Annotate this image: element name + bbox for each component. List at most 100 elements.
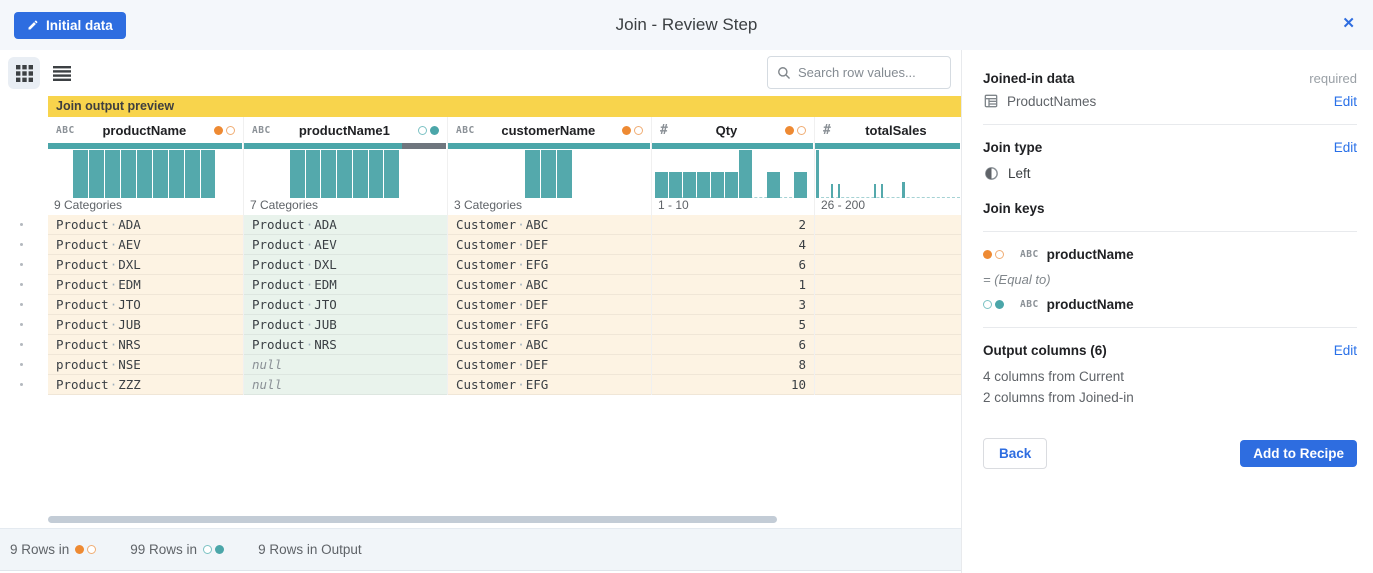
initial-data-button[interactable]: Initial data: [14, 11, 126, 39]
table-cell[interactable]: Customer·DEF: [448, 235, 651, 255]
table-cell[interactable]: Product·DXL: [244, 255, 447, 275]
table-cell[interactable]: Customer·ABC: [448, 215, 651, 235]
joined-dataset-dots-icon: [418, 125, 439, 135]
table-cell[interactable]: Customer·DEF: [448, 295, 651, 315]
column-histogram[interactable]: [48, 149, 243, 198]
table-cell[interactable]: Product·EDM: [48, 275, 243, 295]
data-quality-bar[interactable]: [448, 143, 650, 149]
table-cell[interactable]: Product·ZZZ: [48, 375, 243, 395]
table-cell[interactable]: [815, 295, 961, 315]
column-histogram[interactable]: [448, 149, 651, 198]
table-cell[interactable]: Customer·DEF: [448, 355, 651, 375]
join-type-value: Left: [1008, 166, 1031, 181]
table-cell[interactable]: Product·ADA: [48, 215, 243, 235]
data-quality-bar[interactable]: [815, 143, 960, 149]
abc-type-icon: ABC: [1020, 299, 1039, 310]
table-cell[interactable]: Product·JUB: [244, 315, 447, 335]
data-quality-bar[interactable]: [244, 143, 446, 149]
row-handle[interactable]: [0, 294, 48, 314]
row-handle[interactable]: [0, 234, 48, 254]
horizontal-scrollbar[interactable]: [48, 516, 777, 523]
column-header-productName[interactable]: ABC productName: [48, 117, 243, 143]
search-box[interactable]: [767, 56, 951, 89]
add-to-recipe-button[interactable]: Add to Recipe: [1240, 440, 1357, 467]
divider: [983, 231, 1357, 232]
column-header-Qty[interactable]: # Qty: [652, 117, 814, 143]
table-cell[interactable]: Product·DXL: [48, 255, 243, 275]
preview-toolbar: [0, 50, 961, 96]
column-header-productName1[interactable]: ABC productName1: [244, 117, 447, 143]
table-cell[interactable]: [815, 335, 961, 355]
table-cell[interactable]: 1: [652, 275, 814, 295]
table-cell[interactable]: product·NSE: [48, 355, 243, 375]
table-cell[interactable]: [815, 275, 961, 295]
table-cell[interactable]: Customer·EFG: [448, 315, 651, 335]
row-handle[interactable]: [0, 254, 48, 274]
divider: [983, 327, 1357, 328]
preview-banner: Join output preview: [48, 96, 961, 117]
edit-output-columns-link[interactable]: Edit: [1333, 343, 1357, 358]
table-cell[interactable]: 8: [652, 355, 814, 375]
table-cell[interactable]: [815, 355, 961, 375]
row-handle[interactable]: [0, 314, 48, 334]
table-cell[interactable]: Customer·EFG: [448, 255, 651, 275]
table-cell[interactable]: Product·JUB: [48, 315, 243, 335]
table-cell[interactable]: [815, 255, 961, 275]
table-cell[interactable]: Customer·ABC: [448, 275, 651, 295]
table-cell[interactable]: 5: [652, 315, 814, 335]
row-handle[interactable]: [0, 334, 48, 354]
table-cell[interactable]: Product·NRS: [48, 335, 243, 355]
join-output-preview: Join output preview ABC productName 9 Cate…: [48, 96, 961, 395]
table-cell[interactable]: [815, 375, 961, 395]
table-cell[interactable]: Product·EDM: [244, 275, 447, 295]
table-cell[interactable]: Customer·EFG: [448, 375, 651, 395]
close-icon[interactable]: ✕: [1342, 15, 1355, 32]
back-button[interactable]: Back: [983, 438, 1048, 469]
column-histogram[interactable]: [815, 149, 961, 198]
row-handle[interactable]: [0, 274, 48, 294]
row-handle[interactable]: [0, 374, 48, 394]
table-cell[interactable]: Customer·ABC: [448, 335, 651, 355]
table-cell[interactable]: 10: [652, 375, 814, 395]
table-cell[interactable]: Product·NRS: [244, 335, 447, 355]
row-count-status: 9 Rows in: [10, 542, 104, 557]
column-header-customerName[interactable]: ABC customerName: [448, 117, 651, 143]
table-cell[interactable]: 4: [652, 235, 814, 255]
column-header-totalSales[interactable]: # totalSales: [815, 117, 961, 143]
data-quality-bar[interactable]: [652, 143, 813, 149]
row-handle[interactable]: [0, 214, 48, 234]
edit-join-type-link[interactable]: Edit: [1333, 140, 1357, 155]
table-cell[interactable]: Product·JTO: [48, 295, 243, 315]
table-cell[interactable]: 3: [652, 295, 814, 315]
grid-view-icon: [15, 64, 33, 82]
right-key-name: productName: [1046, 297, 1134, 312]
table-cell[interactable]: 6: [652, 255, 814, 275]
table-cell[interactable]: Product·AEV: [244, 235, 447, 255]
table-cell[interactable]: [815, 215, 961, 235]
row-handle[interactable]: [0, 354, 48, 374]
column-name: productName1: [298, 122, 390, 138]
table-cell[interactable]: null: [244, 375, 447, 395]
list-view-button[interactable]: [46, 57, 78, 89]
data-quality-bar[interactable]: [48, 143, 242, 149]
edit-joined-in-link[interactable]: Edit: [1333, 93, 1357, 109]
table-cell[interactable]: 2: [652, 215, 814, 235]
table-cell[interactable]: Product·ADA: [244, 215, 447, 235]
histogram-range-label: 3 Categories: [448, 198, 651, 215]
table-cell[interactable]: Product·AEV: [48, 235, 243, 255]
abc-type-icon: ABC: [1020, 249, 1039, 260]
grid-view-button[interactable]: [8, 57, 40, 89]
table-cell[interactable]: null: [244, 355, 447, 375]
table-cell[interactable]: [815, 315, 961, 335]
page-title: Join - Review Step: [615, 15, 758, 34]
joined-in-data-title: Joined-in data: [983, 71, 1075, 86]
table-cell[interactable]: Product·JTO: [244, 295, 447, 315]
search-input[interactable]: [798, 65, 941, 80]
table-cell[interactable]: [815, 235, 961, 255]
histogram-range-label: 9 Categories: [48, 198, 243, 215]
column-histogram[interactable]: [244, 149, 447, 198]
column-name: productName: [102, 122, 187, 138]
table-cell[interactable]: 6: [652, 335, 814, 355]
column-histogram[interactable]: [652, 149, 814, 198]
